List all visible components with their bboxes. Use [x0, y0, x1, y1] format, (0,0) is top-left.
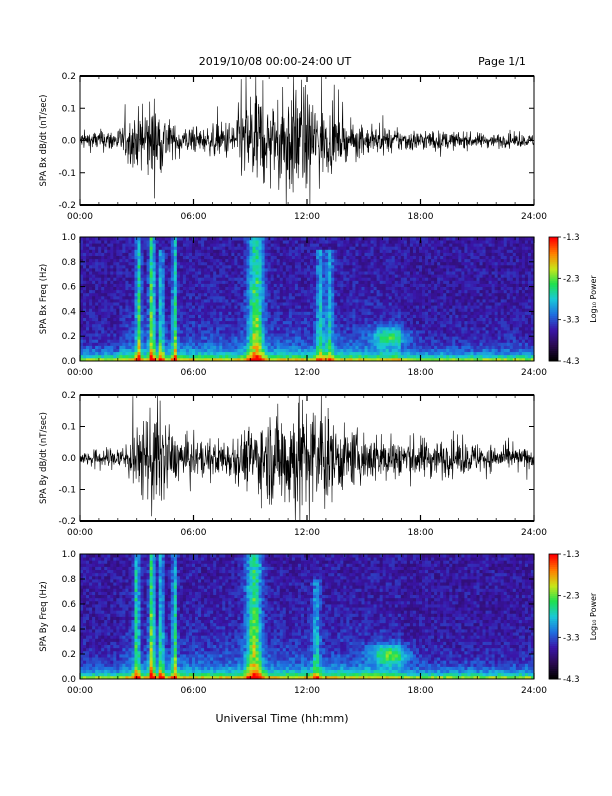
figure-title: 2019/10/08 00:00-24:00 UT	[199, 55, 352, 68]
x-axis-label: Universal Time (hh:mm)	[216, 712, 349, 725]
colorbar: -1.3 -2.3 -3.3 -4.3 Log₁₀ Power	[549, 233, 598, 367]
y-tick-label: 0.0	[62, 357, 77, 367]
colorbar-tick-label: -4.3	[563, 675, 580, 685]
y-tick-label: 0.2	[62, 332, 76, 342]
x-tick-label: 12:00	[294, 368, 320, 378]
colorbar-tick-label: -1.3	[563, 233, 580, 243]
x-tick-label: 12:00	[294, 686, 320, 696]
x-tick-label: 24:00	[521, 368, 547, 378]
colorbar-label: Log₁₀ Power	[589, 275, 598, 323]
colorbar-tick-label: -4.3	[563, 357, 580, 367]
trace-line	[80, 76, 534, 205]
colorbar-tick-label: -2.3	[563, 592, 580, 602]
y-tick-label: 0.4	[62, 625, 77, 635]
y-tick-label: 0.2	[62, 650, 76, 660]
y-tick-label: 0.6	[62, 600, 77, 610]
x-tick-label: 24:00	[521, 212, 547, 222]
x-tick-label: 18:00	[408, 528, 434, 538]
x-tick-label: 00:00	[67, 212, 93, 222]
x-tick-label: 00:00	[67, 528, 93, 538]
trace-line	[80, 395, 534, 521]
colorbar: -1.3 -2.3 -3.3 -4.3 Log₁₀ Power	[549, 550, 598, 685]
x-tick-label: 06:00	[181, 528, 207, 538]
x-tick-label: 00:00	[67, 686, 93, 696]
y-tick-label: 0.8	[62, 575, 77, 585]
x-tick-label: 12:00	[294, 528, 320, 538]
spectrogram	[80, 237, 534, 361]
y-tick-label: 0.2	[62, 72, 76, 82]
y-tick-label: 0.0	[62, 454, 77, 464]
spectrogram	[80, 554, 534, 679]
y-tick-label: -0.1	[58, 169, 76, 179]
x-tick-label: 00:00	[67, 368, 93, 378]
x-tick-label: 06:00	[181, 368, 207, 378]
y-tick-label: 0.1	[62, 423, 76, 433]
x-tick-label: 24:00	[521, 686, 547, 696]
y-tick-label: 0.6	[62, 283, 77, 293]
series-trace	[80, 76, 534, 205]
panel-3: 00:00 06:00 12:00 18:00 24:00 -0.2 -0.1 0.0 0.1 0…	[39, 391, 547, 538]
y-tick-label: 0.0	[62, 137, 77, 147]
x-tick-label: 06:00	[181, 212, 207, 222]
y-tick-label: -0.2	[58, 201, 76, 211]
colorbar-tick-label: -3.3	[563, 633, 580, 643]
y-tick-label: 0.8	[62, 258, 77, 268]
y-axis-label: SPA By dB/dt (nT/sec)	[39, 412, 49, 504]
colorbar-label: Log₁₀ Power	[589, 592, 598, 640]
y-tick-label: 0.4	[62, 307, 77, 317]
y-tick-label: 0.2	[62, 391, 76, 401]
y-tick-label: 0.1	[62, 104, 76, 114]
panels-group: 00:00 06:00 12:00 18:00 24:00 -0.2 -0.1 0.0 0.1 0…	[39, 72, 598, 696]
y-tick-label: 1.0	[62, 550, 77, 560]
y-tick-label: 1.0	[62, 233, 77, 243]
y-tick-label: -0.1	[58, 486, 76, 496]
series-trace	[80, 395, 534, 521]
x-tick-label: 18:00	[408, 212, 434, 222]
y-tick-label: 0.0	[62, 675, 77, 685]
y-axis-label: SPA By Freq (Hz)	[39, 581, 49, 651]
x-tick-label: 24:00	[521, 528, 547, 538]
colorbar-tick-label: -2.3	[563, 274, 580, 284]
x-tick-label: 18:00	[408, 368, 434, 378]
colorbar-tick-label: -3.3	[563, 316, 580, 326]
x-tick-label: 06:00	[181, 686, 207, 696]
y-axis-label: SPA Bx Freq (Hz)	[39, 264, 49, 334]
y-tick-label: -0.2	[58, 517, 76, 527]
panel-4: -1.3 -2.3 -3.3 -4.3 Log₁₀ Power 00:00 06:00 12:…	[39, 550, 598, 696]
x-tick-label: 18:00	[408, 686, 434, 696]
page-label: Page 1/1	[478, 55, 526, 68]
colorbar-tick-label: -1.3	[563, 550, 580, 560]
x-tick-label: 12:00	[294, 212, 320, 222]
panel-1: 00:00 06:00 12:00 18:00 24:00 -0.2 -0.1 0.0 0.1 0…	[39, 72, 547, 222]
y-axis-label: SPA Bx dB/dt (nT/sec)	[39, 95, 49, 187]
panel-2: -1.3 -2.3 -3.3 -4.3 Log₁₀ Power 00:00 06:00 12:…	[39, 233, 598, 378]
